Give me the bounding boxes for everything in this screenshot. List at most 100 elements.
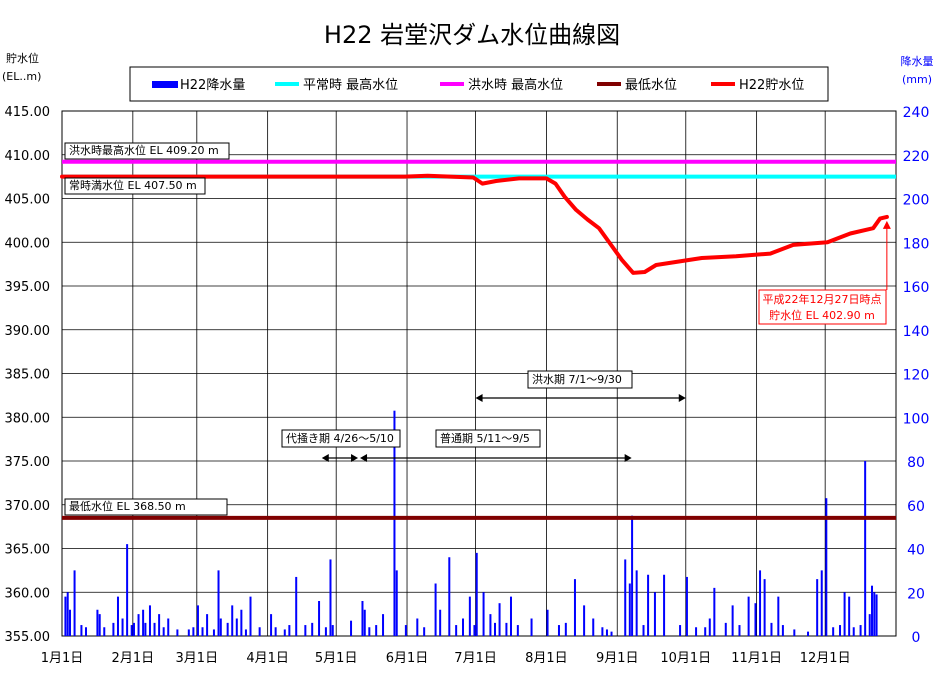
x-tick-label: 5月1日 [315, 651, 358, 666]
precipitation-bar [807, 631, 810, 636]
precipitation-bar [695, 627, 698, 636]
current-level-note-box [758, 289, 887, 325]
precipitation-bar [329, 559, 332, 636]
precipitation-bar [770, 622, 773, 636]
normal-level-label: 常時満水位 EL 407.50 m [64, 177, 206, 195]
precipitation-bar [361, 601, 364, 636]
precipitation-bar [875, 594, 878, 636]
precipitation-bar [295, 576, 298, 636]
precipitation-bar [206, 614, 209, 636]
legend-label: H22降水量 [180, 78, 245, 93]
precipitation-bar [331, 625, 334, 636]
precipitation-bars [64, 410, 878, 636]
precipitation-bar [121, 618, 124, 636]
precipitation-bar [158, 614, 161, 636]
precipitation-bar [635, 570, 638, 636]
precipitation-bar [270, 614, 273, 636]
precipitation-bar [859, 625, 862, 636]
precipitation-bar [713, 587, 716, 636]
precipitation-bar [747, 596, 750, 636]
min-level-label: 最低水位 EL 368.50 m [64, 498, 228, 516]
precipitation-bar [679, 625, 682, 636]
right-tick-label: 20 [907, 586, 925, 602]
right-tick-label: 80 [907, 455, 925, 471]
normal-level-label-text: 常時満水位 EL 407.50 m [69, 178, 197, 192]
x-tick-label: 9月1日 [596, 651, 639, 666]
current-level-arrowhead [882, 220, 891, 229]
precipitation-bar [423, 627, 426, 636]
precipitation-bar [176, 629, 179, 636]
precipitation-bar [724, 622, 727, 636]
flood-level-label-box [64, 142, 230, 160]
precipitation-bar [793, 629, 796, 636]
precipitation-bar [516, 625, 519, 636]
precipitation-bar [852, 627, 855, 636]
left-tick-label: 410.00 [5, 149, 51, 164]
precipitation-bar [685, 576, 688, 636]
water-level-series [60, 173, 889, 275]
x-tick-label: 7月1日 [454, 651, 497, 666]
precipitation-bar [462, 618, 465, 636]
precipitation-bar [311, 622, 314, 636]
precipitation-bar [777, 596, 780, 636]
precipitation-bar [393, 410, 396, 636]
precipitation-bar [434, 583, 437, 636]
grid [61, 110, 897, 637]
precipitation-bar [324, 627, 327, 636]
precipitation-bar [144, 622, 147, 636]
flood-period-label: 洪水期 7/1～9/30 [527, 370, 633, 389]
precipitation-bar [132, 622, 135, 636]
normal-period-label: 普通期 5/11～9/5 [435, 429, 541, 448]
precipitation-bar [455, 625, 458, 636]
precipitation-bar [708, 618, 711, 636]
precipitation-bar [583, 605, 586, 636]
precipitation-bar [489, 614, 492, 636]
normal-period-arrow-head-right [624, 454, 632, 462]
precipitation-bar [631, 515, 634, 636]
precipitation-bar [96, 609, 99, 636]
precipitation-bar [832, 627, 835, 636]
min-level-label-text: 最低水位 EL 368.50 m [69, 499, 186, 513]
precipitation-bar [416, 618, 419, 636]
precipitation-bar [73, 570, 76, 636]
precipitation-bar [167, 618, 170, 636]
right-axis-label-line1: 降水量 [901, 54, 934, 68]
precipitation-bar [820, 570, 823, 636]
precipitation-bar [868, 614, 871, 636]
precipitation-bar [482, 592, 485, 636]
precipitation-bar [839, 625, 842, 636]
left-tick-label: 355.00 [5, 630, 51, 645]
precipitation-bar [231, 605, 234, 636]
precipitation-bar [153, 622, 156, 636]
legend-label: 洪水時 最高水位 [468, 77, 563, 93]
chart-title: H22 岩堂沢ダム水位曲線図 [324, 21, 620, 49]
right-tick-label: 120 [903, 368, 930, 384]
normal-period-arrow-head-left [360, 454, 368, 462]
precipitation-bar [219, 618, 222, 636]
precipitation-bar [130, 625, 133, 636]
flood-period-arrow-head-right [678, 394, 686, 402]
legend-swatch [152, 81, 178, 88]
precipitation-bar [363, 609, 366, 636]
axes: 415.00 410.00 405.00 400.00 395.00 390.00 385.… [5, 105, 930, 666]
annotations: 洪水時最高水位 EL 409.20 m 常時満水位 EL 407.50 m 最低水位… [64, 142, 891, 516]
precipitation-bar [731, 605, 734, 636]
precipitation-bar [530, 618, 533, 636]
precipitation-bar [601, 627, 604, 636]
left-axis-label-line2: (EL..m) [2, 70, 41, 83]
precipitation-bar [663, 574, 666, 636]
precipitation-bar [148, 605, 151, 636]
precipitation-bar [212, 629, 215, 636]
right-tick-label: 60 [907, 499, 925, 515]
right-tick-label: 40 [907, 543, 925, 559]
precipitation-bar [642, 625, 645, 636]
precipitation-bar [66, 592, 69, 636]
x-tick-label: 1月1日 [41, 651, 84, 666]
precipitation-bar [404, 625, 407, 636]
precipitation-bar [84, 627, 87, 636]
precipitation-bar [605, 629, 608, 636]
precipitation-bar [116, 596, 119, 636]
flood-period-arrow-head-left [475, 394, 483, 402]
precipitation-bar [493, 622, 496, 636]
precipitation-bar [235, 618, 238, 636]
